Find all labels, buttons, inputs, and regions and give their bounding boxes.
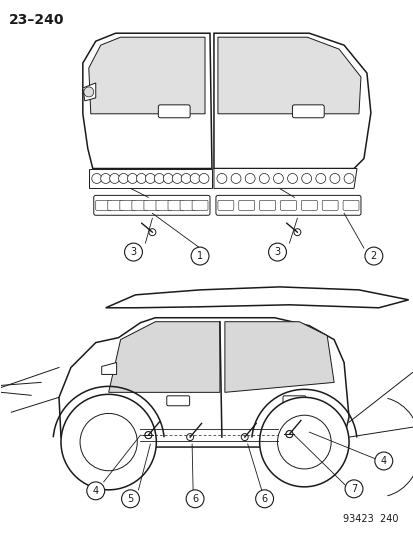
Circle shape	[87, 482, 104, 500]
FancyBboxPatch shape	[132, 200, 147, 211]
Circle shape	[285, 431, 292, 438]
FancyBboxPatch shape	[280, 200, 296, 211]
Circle shape	[145, 432, 152, 439]
FancyBboxPatch shape	[301, 200, 316, 211]
FancyBboxPatch shape	[119, 200, 135, 211]
Circle shape	[83, 87, 93, 97]
FancyBboxPatch shape	[192, 200, 207, 211]
FancyBboxPatch shape	[217, 200, 233, 211]
Circle shape	[364, 247, 382, 265]
Circle shape	[241, 434, 248, 441]
Circle shape	[163, 173, 173, 183]
FancyBboxPatch shape	[292, 105, 323, 118]
Circle shape	[273, 173, 282, 183]
Circle shape	[109, 173, 119, 183]
Circle shape	[80, 414, 137, 471]
Polygon shape	[59, 318, 348, 447]
Polygon shape	[88, 37, 204, 114]
Circle shape	[186, 434, 193, 441]
Circle shape	[287, 173, 297, 183]
Text: 23–240: 23–240	[9, 13, 65, 27]
Circle shape	[190, 173, 199, 183]
Circle shape	[136, 173, 146, 183]
FancyBboxPatch shape	[144, 200, 159, 211]
FancyBboxPatch shape	[166, 396, 189, 406]
Circle shape	[315, 173, 325, 183]
Circle shape	[259, 173, 268, 183]
FancyBboxPatch shape	[158, 105, 190, 118]
Polygon shape	[214, 33, 370, 168]
Polygon shape	[214, 168, 356, 188]
Text: 6: 6	[261, 494, 267, 504]
FancyBboxPatch shape	[168, 200, 183, 211]
FancyBboxPatch shape	[238, 200, 254, 211]
Circle shape	[268, 243, 286, 261]
Circle shape	[293, 229, 300, 236]
Circle shape	[172, 173, 182, 183]
Circle shape	[191, 247, 209, 265]
Text: 4: 4	[93, 486, 99, 496]
Circle shape	[244, 173, 254, 183]
Text: 3: 3	[130, 247, 136, 257]
Text: 93423  240: 93423 240	[342, 514, 398, 523]
Circle shape	[181, 173, 191, 183]
Polygon shape	[102, 362, 116, 375]
Circle shape	[100, 173, 110, 183]
Circle shape	[255, 490, 273, 508]
Text: 3: 3	[274, 247, 280, 257]
Circle shape	[301, 173, 311, 183]
Circle shape	[343, 173, 353, 183]
FancyBboxPatch shape	[156, 200, 171, 211]
FancyBboxPatch shape	[342, 200, 358, 211]
Text: 5: 5	[127, 494, 133, 504]
Circle shape	[277, 415, 330, 469]
Text: 1: 1	[197, 251, 203, 261]
Text: 6: 6	[192, 494, 198, 504]
Circle shape	[374, 452, 392, 470]
Circle shape	[121, 490, 139, 508]
Polygon shape	[108, 322, 219, 392]
Circle shape	[124, 243, 142, 261]
Text: 4: 4	[380, 456, 386, 466]
Circle shape	[186, 490, 204, 508]
FancyBboxPatch shape	[216, 196, 360, 215]
FancyBboxPatch shape	[282, 396, 305, 406]
Text: 7: 7	[350, 484, 356, 494]
Text: 2: 2	[370, 251, 376, 261]
Polygon shape	[217, 37, 360, 114]
Circle shape	[199, 173, 209, 183]
Circle shape	[329, 173, 339, 183]
Circle shape	[259, 397, 348, 487]
Circle shape	[118, 173, 128, 183]
FancyBboxPatch shape	[107, 200, 123, 211]
Polygon shape	[83, 33, 211, 168]
Circle shape	[154, 173, 164, 183]
FancyBboxPatch shape	[259, 200, 275, 211]
FancyBboxPatch shape	[180, 200, 195, 211]
Circle shape	[127, 173, 137, 183]
Circle shape	[145, 432, 152, 439]
Circle shape	[92, 173, 102, 183]
Circle shape	[145, 173, 155, 183]
FancyBboxPatch shape	[321, 200, 337, 211]
Circle shape	[216, 173, 226, 183]
Circle shape	[344, 480, 362, 498]
FancyBboxPatch shape	[95, 200, 112, 211]
Circle shape	[61, 394, 156, 490]
Polygon shape	[224, 322, 333, 392]
Circle shape	[149, 229, 155, 236]
Polygon shape	[83, 83, 95, 101]
Polygon shape	[88, 168, 211, 188]
FancyBboxPatch shape	[93, 196, 209, 215]
Polygon shape	[105, 287, 408, 308]
Circle shape	[285, 431, 292, 438]
Circle shape	[230, 173, 240, 183]
